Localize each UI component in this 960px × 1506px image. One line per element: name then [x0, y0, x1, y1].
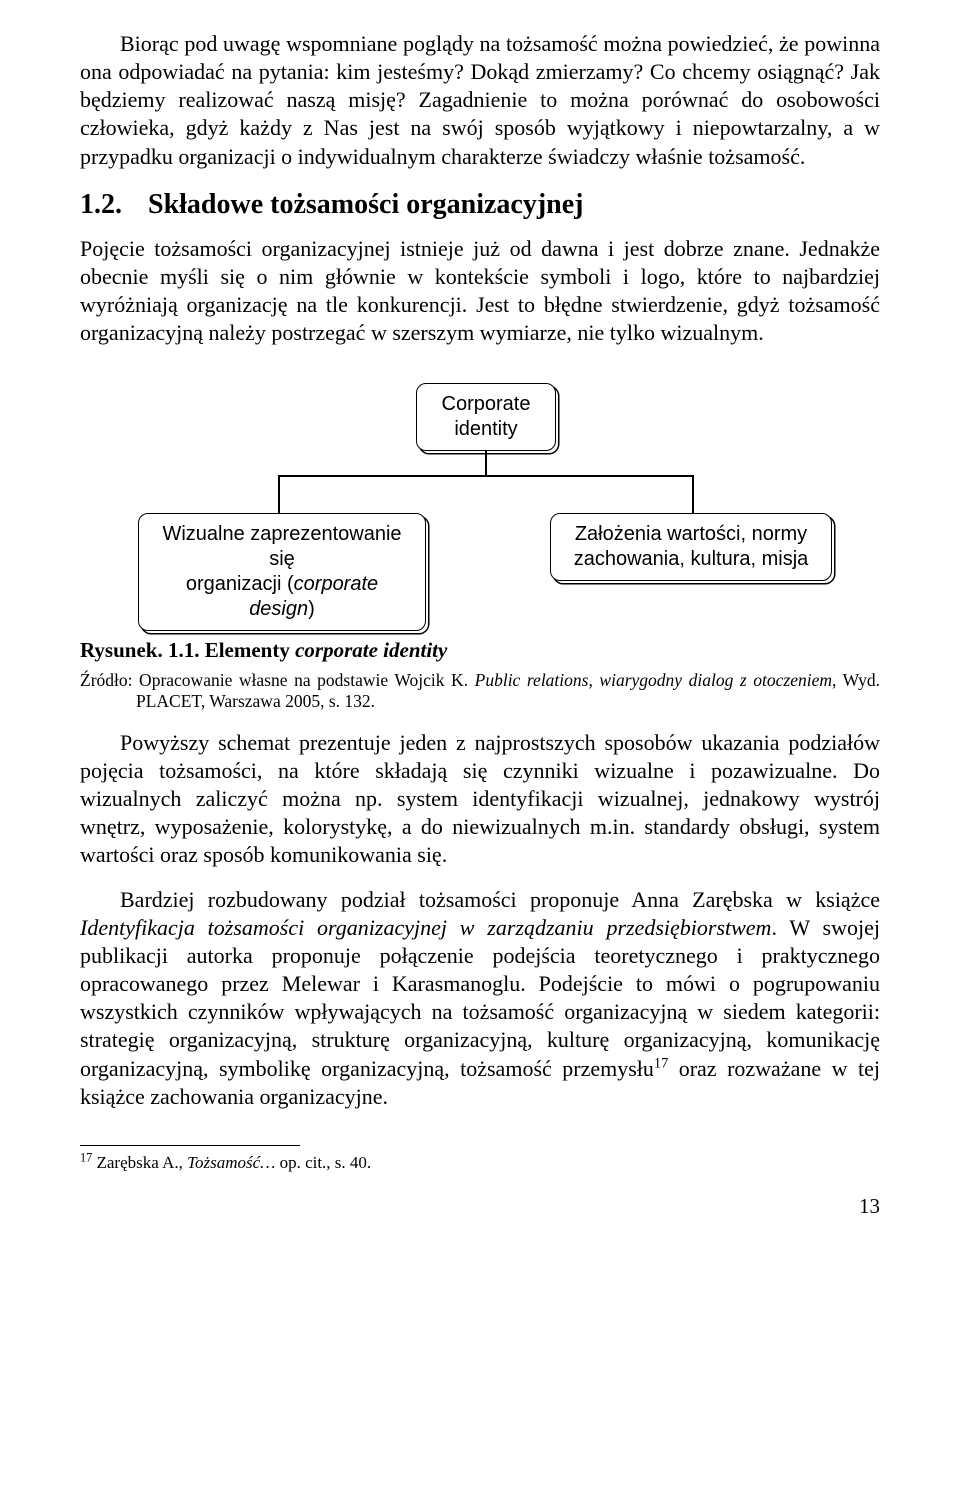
- diagram-top-line2: identity: [431, 417, 541, 442]
- page-number: 13: [80, 1193, 880, 1220]
- footnote-ref-17: 17: [654, 1055, 668, 1071]
- footnote-17: 17 Zarębska A., Tożsamość… op. cit., s. …: [80, 1152, 880, 1173]
- diagram-top-line1: Corporate: [431, 392, 541, 417]
- diagram-connector-vertical-left: [278, 475, 280, 513]
- figure-source-italic: Public relations, wiarygodny dialog z ot…: [475, 670, 832, 690]
- intro-paragraph-text: Biorąc pod uwagę wspomniane poglądy na t…: [80, 31, 880, 169]
- paragraph-3: Powyższy schemat prezentuje jeden z najp…: [80, 729, 880, 870]
- section-heading: 1.2. Składowe tożsamości organizacyjnej: [80, 187, 880, 223]
- figure-source: Źródło: Opracowanie własne na podstawie …: [80, 670, 880, 713]
- figure-source-prefix: Źródło: Opracowanie własne na podstawie …: [80, 670, 475, 690]
- diagram-right-line2: zachowania, kultura, misja: [565, 547, 817, 572]
- diagram-connector-vertical-top: [485, 451, 487, 475]
- footnote-number: 17: [80, 1150, 92, 1164]
- paragraph-4-a: Bardziej rozbudowany podział tożsamości …: [120, 887, 880, 912]
- footnote-text-italic: Tożsamość…: [187, 1153, 275, 1172]
- diagram-right-line1: Założenia wartości, normy: [565, 522, 817, 547]
- section-body-text: Pojęcie tożsamości organizacyjnej istnie…: [80, 236, 880, 345]
- diagram-left-line2: organizacji (corporate design): [153, 572, 411, 622]
- diagram-left-node: Wizualne zaprezentowanie się organizacji…: [138, 513, 426, 631]
- diagram-top-node: Corporate identity: [416, 383, 556, 451]
- section-number: 1.2.: [80, 187, 122, 223]
- diagram-right-node: Założenia wartości, normy zachowania, ku…: [550, 513, 832, 581]
- footnote-text-a: Zarębska A.,: [92, 1153, 187, 1172]
- footnote-separator: [80, 1145, 300, 1146]
- figure-caption: Rysunek. 1.1. Elementy corporate identit…: [80, 637, 880, 664]
- corporate-identity-diagram: Corporate identity Wizualne zaprezentowa…: [80, 383, 880, 613]
- footnote-text-b: op. cit., s. 40.: [275, 1153, 371, 1172]
- diagram-connector-vertical-right: [692, 475, 694, 513]
- section-body-paragraph: Pojęcie tożsamości organizacyjnej istnie…: [80, 235, 880, 348]
- figure-caption-italic: corporate identity: [295, 638, 447, 662]
- diagram-left-line1: Wizualne zaprezentowanie się: [153, 522, 411, 572]
- paragraph-4: Bardziej rozbudowany podział tożsamości …: [80, 886, 880, 1111]
- section-title: Składowe tożsamości organizacyjnej: [148, 189, 584, 220]
- figure-caption-prefix: Rysunek. 1.1. Elementy: [80, 638, 295, 662]
- paragraph-4-italic: Identyfikacja tożsamości organizacyjnej …: [80, 915, 771, 940]
- diagram-connector-horizontal: [278, 475, 694, 477]
- paragraph-3-text: Powyższy schemat prezentuje jeden z najp…: [80, 730, 880, 868]
- intro-paragraph: Biorąc pod uwagę wspomniane poglądy na t…: [80, 30, 880, 171]
